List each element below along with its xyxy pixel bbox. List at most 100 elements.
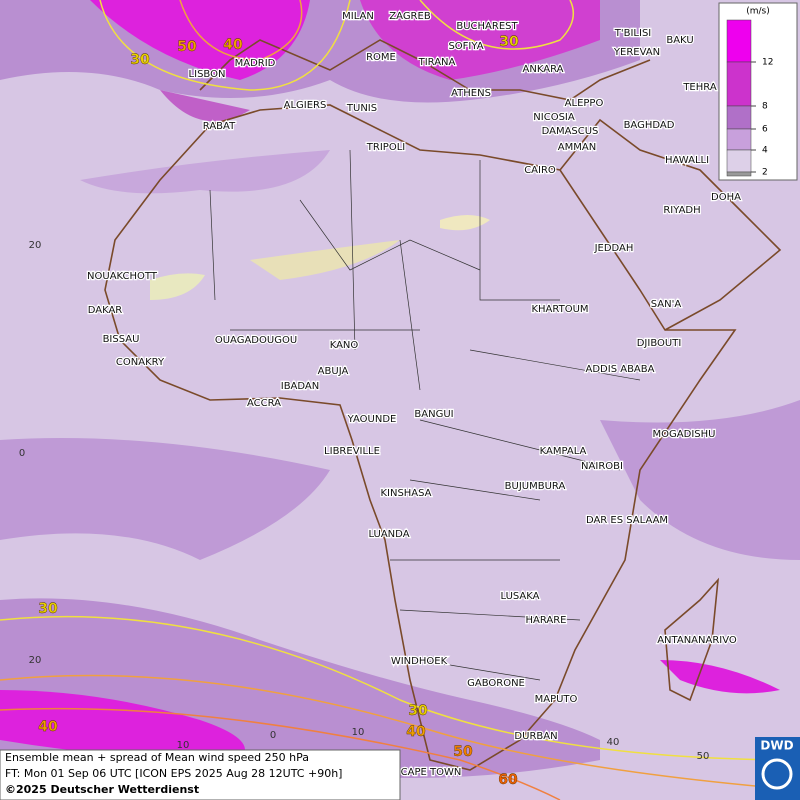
- legend-swatch: [726, 128, 752, 151]
- borders: [209, 149, 641, 681]
- city-label: MILAN: [342, 11, 374, 22]
- footer-box: [0, 749, 401, 800]
- logo: DWD: [760, 739, 793, 753]
- legend-tick-label: 6: [762, 125, 768, 135]
- contour-label: 40: [406, 724, 426, 740]
- legend-tick-label: 12: [762, 58, 773, 68]
- city-label: DAKAR: [88, 305, 123, 316]
- grid-label: 0: [270, 730, 276, 741]
- city-label: SAN'A: [651, 299, 682, 310]
- grid-label: 40: [607, 737, 620, 748]
- city-label: BANGUI: [414, 409, 453, 420]
- city-label: TEHRA: [682, 82, 716, 93]
- city-label: BUCHAREST: [456, 21, 518, 32]
- contour-label: 40: [38, 719, 58, 735]
- city-label: T'BILISI: [614, 28, 651, 39]
- city-label: DJIBOUTI: [637, 338, 682, 349]
- city-label: LUANDA: [368, 529, 409, 540]
- city-label: CONAKRY: [116, 357, 165, 368]
- city-label: YEREVAN: [613, 47, 660, 58]
- city-label: ATHENS: [451, 88, 491, 99]
- city-label: NOUAKCHOTT: [87, 271, 158, 282]
- grid-label: 0: [19, 448, 25, 459]
- city-label: DURBAN: [514, 731, 557, 742]
- legend: (m/s) 12 8 6 4 2: [718, 2, 798, 181]
- city-label: ALGIERS: [284, 100, 327, 111]
- city-label: ANTANANARIVO: [657, 635, 737, 646]
- city-label: BAGHDAD: [624, 120, 675, 131]
- city-label: RIYADH: [663, 205, 700, 216]
- footer-copyright: ©2025 Deutscher Wetterdienst: [5, 783, 199, 796]
- legend-swatch: [726, 61, 752, 107]
- city-label: JEDDAH: [594, 243, 634, 254]
- city-label: OUAGADOUGOU: [215, 335, 297, 346]
- city-label: CAPE TOWN: [401, 767, 462, 778]
- city-label: LIBREVILLE: [324, 446, 380, 457]
- grid-label: 10: [352, 727, 365, 738]
- city-label: KAMPALA: [540, 446, 587, 457]
- city-label: MAPUTO: [535, 694, 578, 705]
- grid-label: 10: [177, 740, 190, 751]
- city-label: ADDIS ABABA: [586, 364, 655, 375]
- contour-label: 30: [499, 34, 519, 50]
- legend-swatch: [726, 19, 752, 63]
- legend-tick-label: 8: [762, 102, 768, 112]
- city-label: DAR ES SALAAM: [586, 515, 668, 526]
- contour-label: 50: [177, 39, 197, 55]
- legend-swatch: [726, 171, 752, 177]
- logo-swirl: [761, 758, 793, 790]
- grid-label: 50: [697, 751, 710, 762]
- contour-label: 60: [498, 772, 518, 788]
- city-label: WINDHOEK: [391, 656, 448, 667]
- grid-label: 20: [29, 240, 42, 251]
- city-label: KANO: [330, 340, 359, 351]
- city-label: DAMASCUS: [542, 126, 599, 137]
- contour-label: 40: [223, 37, 243, 53]
- footer-forecast: FT: Mon 01 Sep 06 UTC [ICON EPS 2025 Aug…: [5, 767, 342, 780]
- city-label: GABORONE: [467, 678, 525, 689]
- city-label: MOGADISHU: [653, 429, 716, 440]
- legend-tick-label: 4: [762, 146, 768, 156]
- city-label: HAWALLI: [665, 155, 709, 166]
- city-label: BISSAU: [103, 334, 140, 345]
- city-label: TUNIS: [346, 103, 377, 114]
- city-label: BUJUMBURA: [505, 481, 566, 492]
- city-label: NAIROBI: [581, 461, 623, 472]
- legend-swatch: [726, 149, 752, 173]
- city-label: ZAGREB: [389, 11, 431, 22]
- city-label: ROME: [366, 52, 396, 63]
- city-label: CAIRO: [524, 165, 556, 176]
- city-label: ABUJA: [318, 366, 349, 377]
- legend-unit: (m/s): [746, 7, 770, 17]
- city-label: ACCRA: [247, 398, 281, 409]
- city-label: SOFIYA: [448, 41, 483, 52]
- contour-label: 50: [453, 744, 473, 760]
- contour-label: 30: [38, 601, 58, 617]
- city-label: LUSAKA: [501, 591, 540, 602]
- footer: Ensemble mean + spread of Mean wind spee…: [0, 737, 800, 800]
- city-label: AMMAN: [558, 142, 596, 153]
- city-label: ALEPPO: [565, 98, 604, 109]
- wind-shading: [0, 0, 800, 778]
- city-label: HARARE: [525, 615, 566, 626]
- city-label: NICOSIA: [533, 112, 575, 123]
- coastlines: [104, 39, 782, 771]
- city-label: MADRID: [235, 58, 276, 69]
- legend-swatch: [726, 105, 752, 130]
- logo-box: [755, 737, 800, 800]
- contour-label: 30: [130, 52, 150, 68]
- city-label: IBADAN: [281, 381, 320, 392]
- city-label: LISBON: [189, 69, 226, 80]
- contour-label: 30: [408, 703, 428, 719]
- city-label: TRIPOLI: [366, 142, 405, 153]
- city-label: BAKU: [666, 35, 693, 46]
- city-label: KHARTOUM: [531, 304, 588, 315]
- grid-label: 20: [29, 655, 42, 666]
- footer-title: Ensemble mean + spread of Mean wind spee…: [5, 751, 309, 764]
- legend-tick-label: 2: [762, 168, 768, 178]
- city-label: YAOUNDE: [347, 414, 397, 425]
- city-label: RABAT: [203, 121, 236, 132]
- city-label: KINSHASA: [380, 488, 431, 499]
